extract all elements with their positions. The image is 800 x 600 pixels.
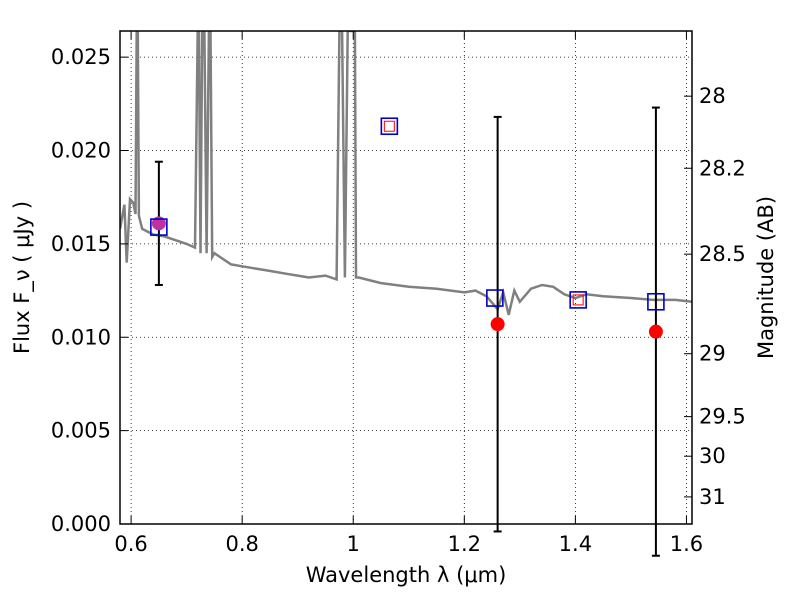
- x-tick-label: 0.8: [225, 532, 258, 556]
- model-photometry-marker: [569, 291, 587, 309]
- x-tick-label: 1.6: [670, 532, 703, 556]
- y-tick-label: 0.015: [51, 232, 111, 256]
- y-axis-title: Flux F_ν ( μJy ): [10, 201, 35, 354]
- x-tick-label: 1.2: [448, 532, 481, 556]
- spectrum-line: [120, 31, 692, 316]
- y2-tick-label: 29.5: [699, 405, 746, 429]
- axis-ticks: 0.6 0.8 1 1.2 1.4 1.6 0.000 0.005 0.010 0.015 0.02…: [51, 31, 746, 556]
- error-bars: [154, 106, 660, 557]
- y-tick-label: 0.010: [51, 325, 111, 349]
- y2-axis-title: Magnitude (AB): [754, 196, 778, 359]
- model-spectrum: [120, 31, 692, 316]
- photometry-points: [150, 117, 665, 339]
- x-axis-title: Wavelength λ (μm): [306, 563, 507, 587]
- y2-tick-label: 30: [699, 444, 726, 468]
- y2-tick-label: 31: [699, 485, 726, 509]
- observed-point: [490, 317, 505, 332]
- x-tick-label: 1.4: [559, 532, 592, 556]
- observed-point: [648, 324, 663, 339]
- model-photometry-marker: [486, 289, 504, 307]
- upper-limit-marker: [572, 294, 584, 306]
- x-tick-label: 0.6: [114, 532, 147, 556]
- grid-lines: [120, 31, 692, 524]
- model-photometry-marker: [647, 292, 665, 311]
- y-tick-label: 0.020: [51, 139, 111, 163]
- plot-frame: [119, 30, 693, 525]
- y2-tick-label: 28.2: [699, 156, 746, 180]
- y2-tick-label: 28: [699, 84, 726, 108]
- x-tick-label: 1: [347, 532, 360, 556]
- upper-limit-marker: [383, 120, 395, 132]
- y-tick-label: 0.025: [51, 45, 111, 69]
- y2-tick-label: 29: [699, 342, 726, 366]
- model-photometry-marker: [150, 218, 168, 236]
- y-tick-label: 0.000: [51, 512, 111, 536]
- model-photometry-marker: [380, 117, 399, 136]
- y-tick-label: 0.005: [51, 419, 111, 443]
- y2-tick-label: 28.5: [699, 242, 746, 266]
